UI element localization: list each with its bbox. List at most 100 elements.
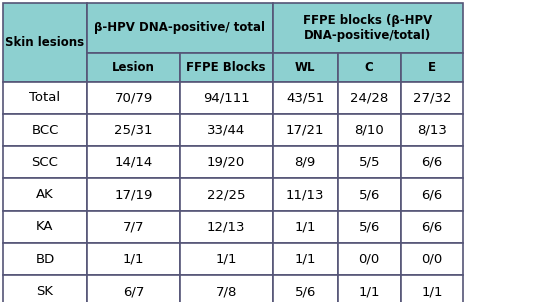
Text: 8/13: 8/13 <box>417 124 447 137</box>
Text: AK: AK <box>36 188 54 201</box>
Text: FFPE Blocks: FFPE Blocks <box>186 61 266 74</box>
Bar <box>180 211 272 243</box>
Text: 14/14: 14/14 <box>114 156 153 169</box>
Bar <box>3 178 87 211</box>
Text: 12/13: 12/13 <box>207 220 245 233</box>
Bar <box>87 3 272 53</box>
Bar <box>401 243 463 275</box>
Text: 43/51: 43/51 <box>286 91 324 104</box>
Bar <box>401 275 463 302</box>
Text: KA: KA <box>36 220 54 233</box>
Text: 0/0: 0/0 <box>421 253 443 266</box>
Text: 7/7: 7/7 <box>123 220 144 233</box>
Bar <box>3 211 87 243</box>
Text: 6/7: 6/7 <box>123 285 144 298</box>
Bar <box>272 243 338 275</box>
Text: 22/25: 22/25 <box>207 188 245 201</box>
Text: 1/1: 1/1 <box>359 285 380 298</box>
Text: C: C <box>365 61 374 74</box>
Bar <box>180 275 272 302</box>
Text: 6/6: 6/6 <box>421 188 443 201</box>
Text: 1/1: 1/1 <box>421 285 443 298</box>
Text: 33/44: 33/44 <box>207 124 245 137</box>
Bar <box>272 146 338 178</box>
Text: 7/8: 7/8 <box>215 285 237 298</box>
Text: 5/6: 5/6 <box>359 220 380 233</box>
Bar <box>338 114 401 146</box>
Bar <box>338 146 401 178</box>
Bar <box>87 275 180 302</box>
Bar <box>87 146 180 178</box>
Text: 5/6: 5/6 <box>294 285 316 298</box>
Bar <box>180 82 272 114</box>
Bar <box>272 178 338 211</box>
Text: Total: Total <box>29 91 60 104</box>
Bar <box>401 178 463 211</box>
Text: FFPE blocks (β-HPV
DNA-positive/total): FFPE blocks (β-HPV DNA-positive/total) <box>303 14 433 42</box>
Bar <box>272 211 338 243</box>
Bar <box>338 275 401 302</box>
Bar <box>401 146 463 178</box>
Text: 1/1: 1/1 <box>294 220 316 233</box>
Bar <box>401 82 463 114</box>
Bar <box>401 211 463 243</box>
Bar <box>3 114 87 146</box>
Bar <box>3 146 87 178</box>
Text: 17/21: 17/21 <box>286 124 324 137</box>
Bar <box>180 146 272 178</box>
Bar <box>272 275 338 302</box>
Text: 25/31: 25/31 <box>114 124 153 137</box>
Text: 0/0: 0/0 <box>359 253 380 266</box>
Text: 6/6: 6/6 <box>421 220 443 233</box>
Text: 24/28: 24/28 <box>350 91 389 104</box>
Bar <box>338 211 401 243</box>
Bar <box>338 53 401 82</box>
Bar <box>3 275 87 302</box>
Text: 1/1: 1/1 <box>215 253 237 266</box>
Text: 11/13: 11/13 <box>286 188 324 201</box>
Text: 94/111: 94/111 <box>203 91 250 104</box>
Text: 5/5: 5/5 <box>359 156 380 169</box>
Bar <box>180 178 272 211</box>
Text: WL: WL <box>295 61 316 74</box>
Text: BD: BD <box>35 253 55 266</box>
Bar <box>272 3 463 53</box>
Text: 1/1: 1/1 <box>123 253 144 266</box>
Text: 17/19: 17/19 <box>114 188 153 201</box>
Text: SK: SK <box>37 285 53 298</box>
Bar <box>180 243 272 275</box>
Text: 19/20: 19/20 <box>207 156 245 169</box>
Text: β-HPV DNA-positive/ total: β-HPV DNA-positive/ total <box>94 21 265 34</box>
Bar <box>401 53 463 82</box>
Text: 70/79: 70/79 <box>114 91 153 104</box>
Text: 6/6: 6/6 <box>421 156 443 169</box>
Bar <box>87 178 180 211</box>
Bar <box>180 53 272 82</box>
Bar <box>272 53 338 82</box>
Text: 1/1: 1/1 <box>294 253 316 266</box>
Bar <box>87 114 180 146</box>
Bar <box>338 82 401 114</box>
Bar <box>87 82 180 114</box>
Bar <box>87 211 180 243</box>
Bar <box>3 3 87 82</box>
Text: BCC: BCC <box>31 124 59 137</box>
Text: SCC: SCC <box>32 156 58 169</box>
Bar <box>3 243 87 275</box>
Text: E: E <box>428 61 436 74</box>
Bar <box>272 114 338 146</box>
Bar <box>338 178 401 211</box>
Bar <box>180 114 272 146</box>
Text: 5/6: 5/6 <box>359 188 380 201</box>
Bar <box>87 243 180 275</box>
Text: 27/32: 27/32 <box>413 91 451 104</box>
Bar <box>338 243 401 275</box>
Text: Lesion: Lesion <box>112 61 155 74</box>
Bar <box>87 53 180 82</box>
Text: 8/10: 8/10 <box>354 124 384 137</box>
Text: Skin lesions: Skin lesions <box>5 36 84 49</box>
Bar <box>3 82 87 114</box>
Bar <box>272 82 338 114</box>
Bar <box>401 114 463 146</box>
Text: 8/9: 8/9 <box>295 156 316 169</box>
